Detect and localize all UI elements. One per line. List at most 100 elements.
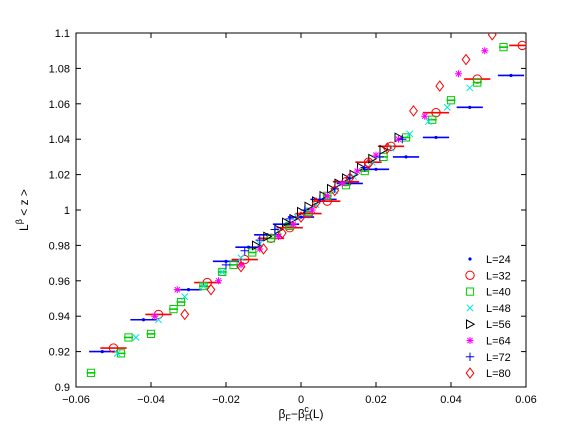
data-point xyxy=(277,227,287,239)
data-point xyxy=(404,155,408,159)
data-point xyxy=(141,318,146,322)
legend-marker xyxy=(466,304,474,312)
data-point xyxy=(364,158,373,170)
legend-label: L=72 xyxy=(486,352,511,364)
data-point xyxy=(386,141,396,151)
legend-label: L=80 xyxy=(486,368,511,380)
data-point xyxy=(263,231,273,242)
y-axis-label-main: L xyxy=(17,224,31,231)
data-point xyxy=(199,282,208,290)
data-point xyxy=(481,47,489,55)
data-point xyxy=(240,254,250,265)
y-tick-label: 1.1 xyxy=(55,28,70,40)
data-point xyxy=(146,329,156,338)
x-tick-label: 0 xyxy=(298,394,304,406)
data-point xyxy=(435,80,445,92)
y-tick-label: 0.96 xyxy=(49,276,70,288)
data-point xyxy=(443,103,451,111)
legend-marker xyxy=(465,367,475,379)
x-axis-label-sub2: F xyxy=(305,413,311,423)
data-point xyxy=(181,293,189,301)
series-l-80 xyxy=(180,33,497,321)
x-axis-label-main: β xyxy=(279,407,286,421)
legend-label: L=56 xyxy=(486,319,511,331)
y-axis-label-sup: β xyxy=(14,219,24,224)
data-point xyxy=(509,73,513,78)
legend-label: L=32 xyxy=(486,270,511,282)
data-point xyxy=(434,135,438,140)
data-point xyxy=(206,283,216,296)
data-point xyxy=(285,214,294,224)
legend-marker xyxy=(468,257,472,261)
data-point xyxy=(421,112,429,120)
legend-marker xyxy=(465,270,475,280)
data-point xyxy=(108,343,119,353)
data-point xyxy=(124,333,133,342)
data-point xyxy=(215,277,222,285)
data-series xyxy=(86,33,526,377)
axis-ticks: −0.06 −0.04 −0.02 0 0.02 0.04 0.06 0.9 0.92 0.94 0… xyxy=(49,28,537,406)
data-point xyxy=(275,233,282,241)
data-point xyxy=(255,235,264,245)
data-point xyxy=(173,286,181,294)
data-point xyxy=(338,179,346,187)
x-axis-label-sub1: F xyxy=(285,413,291,423)
x-tick-label: −0.06 xyxy=(62,394,90,406)
legend-label: L=24 xyxy=(486,254,511,266)
data-point xyxy=(236,260,246,273)
data-point xyxy=(374,167,378,171)
data-point xyxy=(424,117,433,126)
series-l-72 xyxy=(221,135,407,270)
data-point xyxy=(176,297,186,307)
data-point xyxy=(186,288,191,292)
legend-label: L=64 xyxy=(486,336,511,348)
x-tick-label: −0.04 xyxy=(137,394,165,406)
x-tick-label: −0.02 xyxy=(212,394,240,406)
legend-label: L=48 xyxy=(486,303,511,315)
legend-label: L=40 xyxy=(486,287,511,299)
data-point xyxy=(299,215,303,219)
data-point xyxy=(330,184,340,197)
data-point xyxy=(334,178,344,189)
data-point xyxy=(353,167,361,175)
x-tick-label: 0.06 xyxy=(515,394,536,406)
data-point xyxy=(218,267,227,277)
data-point xyxy=(409,105,418,117)
y-tick-label: 1.04 xyxy=(49,134,70,146)
data-point xyxy=(446,96,456,105)
data-point xyxy=(466,84,474,92)
y-tick-label: 0.98 xyxy=(49,240,70,252)
data-point xyxy=(382,142,392,154)
x-axis-label-mid: −β xyxy=(291,407,305,421)
data-point xyxy=(86,368,96,377)
y-tick-label: 1 xyxy=(64,205,70,217)
data-point xyxy=(290,220,297,228)
data-point xyxy=(345,172,355,184)
legend-marker xyxy=(466,319,476,330)
data-point xyxy=(199,282,208,291)
y-tick-label: 1.06 xyxy=(49,99,70,111)
legend: L=24 L=32 L=40 L=48 L=56 L=64 L=72 L=80 xyxy=(465,254,511,380)
data-point xyxy=(259,243,268,255)
x-tick-label: 0.02 xyxy=(365,394,386,406)
data-point xyxy=(151,312,159,320)
data-point xyxy=(323,192,331,200)
data-point xyxy=(132,333,140,341)
data-point xyxy=(455,70,462,78)
y-tick-label: 0.94 xyxy=(49,311,70,323)
data-point xyxy=(461,53,471,66)
x-tick-label: 0.04 xyxy=(440,394,461,406)
data-point xyxy=(345,173,354,183)
y-tick-label: 0.92 xyxy=(49,347,70,359)
data-point xyxy=(180,308,190,321)
data-point xyxy=(342,173,352,184)
data-point xyxy=(296,211,306,223)
y-axis-label-tail: < z > xyxy=(17,189,31,219)
data-point xyxy=(357,162,367,173)
data-point xyxy=(308,206,316,214)
data-point xyxy=(517,40,526,51)
data-point xyxy=(270,225,279,234)
y-axis-label: Lβ < z > xyxy=(14,189,31,231)
